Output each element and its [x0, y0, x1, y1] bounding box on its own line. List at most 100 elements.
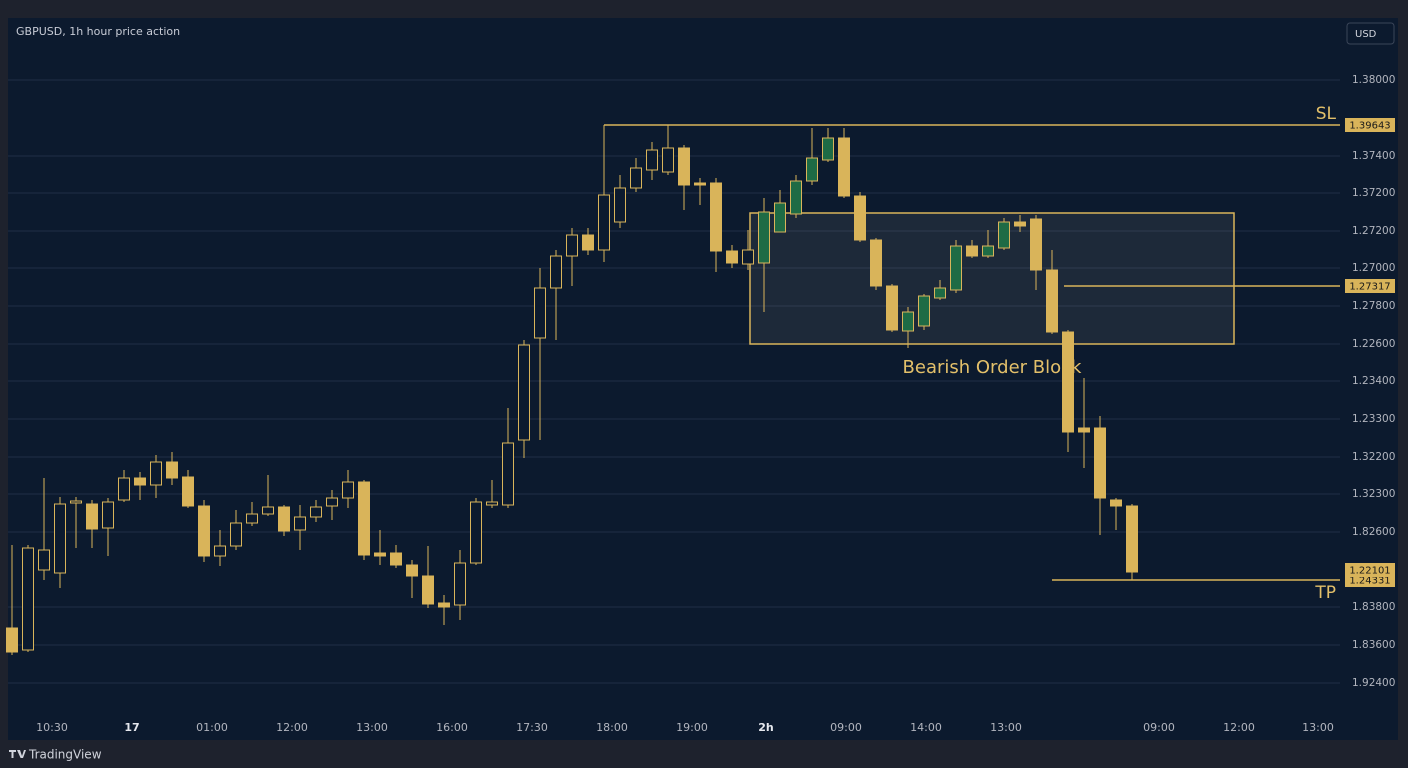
- candle-body: [774, 202, 786, 233]
- price-box-label: 1.22101: [1349, 566, 1390, 577]
- chart-title: GBPUSD, 1h hour price action: [16, 25, 180, 38]
- x-tick-label: 01:00: [196, 721, 228, 734]
- candle-body: [6, 627, 18, 653]
- x-tick-label: 09:00: [1143, 721, 1175, 734]
- candle-body: [694, 182, 706, 186]
- candle-body: [214, 545, 226, 557]
- candle-body: [790, 180, 802, 215]
- candle-body: [710, 182, 722, 252]
- candle-body: [550, 255, 562, 289]
- candle-body: [1078, 427, 1090, 433]
- candle-body: [806, 157, 818, 182]
- level-name: SL: [1316, 104, 1337, 124]
- candle-body: [582, 234, 594, 251]
- candle-body: [598, 194, 610, 251]
- candle-body: [166, 461, 178, 479]
- y-tick-label: 1.82600: [1352, 526, 1395, 538]
- y-tick-label: 1.37400: [1352, 150, 1395, 162]
- candle-body: [870, 239, 882, 287]
- candle-body: [358, 481, 370, 556]
- candle-body: [342, 481, 354, 499]
- candle-body: [454, 562, 466, 606]
- price-box-label: 1.27317: [1349, 282, 1390, 293]
- candle-body: [118, 477, 130, 501]
- order-block-label: Bearish Order Block: [903, 357, 1082, 378]
- price-box: [1345, 563, 1395, 577]
- candle-body: [726, 250, 738, 264]
- candle-body: [1094, 427, 1106, 499]
- y-tick-label: 1.23300: [1352, 413, 1395, 425]
- candle-body: [374, 552, 386, 557]
- price-box: [1345, 279, 1395, 293]
- candle-body: [326, 497, 338, 507]
- y-tick-label: 1.83600: [1352, 639, 1395, 651]
- candle-body: [502, 442, 514, 506]
- candle-body: [246, 513, 258, 524]
- candle-body: [406, 564, 418, 577]
- candle-body: [966, 245, 978, 257]
- candle-body: [534, 287, 546, 339]
- y-tick-label: 1.27800: [1352, 300, 1395, 312]
- y-tick-label: 1.38000: [1352, 74, 1395, 86]
- y-tick-label: 1.37200: [1352, 187, 1395, 199]
- x-tick-label: 17:30: [516, 721, 548, 734]
- x-tick-label: 12:00: [276, 721, 308, 734]
- candle-body: [934, 287, 946, 299]
- candle-body: [1014, 221, 1026, 227]
- x-tick-label: 09:00: [830, 721, 862, 734]
- candle-body: [854, 195, 866, 241]
- candle-body: [230, 522, 242, 547]
- y-tick-label: 1.27200: [1352, 225, 1395, 237]
- candle-body: [646, 149, 658, 171]
- price-box-label: 1.24331: [1349, 576, 1390, 587]
- candle-body: [758, 211, 770, 264]
- candle-body: [22, 547, 34, 651]
- candle-body: [38, 549, 50, 571]
- x-tick-label: 13:00: [1302, 721, 1334, 734]
- candle-body: [886, 285, 898, 331]
- candle-body: [614, 187, 626, 223]
- candle-body: [982, 245, 994, 257]
- candle-body: [518, 344, 530, 441]
- candle-body: [566, 234, 578, 257]
- y-tick-label: 1.23400: [1352, 375, 1395, 387]
- brand-name: TradingView: [28, 748, 102, 762]
- currency-label[interactable]: USD: [1355, 29, 1377, 40]
- y-tick-label: 1.92400: [1352, 677, 1395, 689]
- candle-body: [486, 501, 498, 506]
- x-tick-label: 17: [124, 721, 139, 734]
- x-tick-label: 14:00: [910, 721, 942, 734]
- y-tick-label: 1.32300: [1352, 488, 1395, 500]
- price-box: [1345, 118, 1395, 132]
- candle-body: [998, 221, 1010, 249]
- candle-body: [310, 506, 322, 518]
- candle-body: [134, 477, 146, 486]
- y-tick-label: 1.83800: [1352, 601, 1395, 613]
- x-tick-label: 13:00: [356, 721, 388, 734]
- candle-body: [86, 503, 98, 530]
- brand-logo: [9, 750, 26, 758]
- y-tick-label: 1.22600: [1352, 338, 1395, 350]
- candle-body: [1110, 499, 1122, 507]
- candle-body: [294, 516, 306, 531]
- y-tick-label: 1.32200: [1352, 451, 1395, 463]
- candle-body: [150, 461, 162, 486]
- candle-body: [1062, 331, 1074, 433]
- x-tick-label: 13:00: [990, 721, 1022, 734]
- x-tick-label: 19:00: [676, 721, 708, 734]
- candle-body: [1030, 218, 1042, 271]
- candle-body: [198, 505, 210, 557]
- x-tick-label: 16:00: [436, 721, 468, 734]
- candle-body: [182, 476, 194, 507]
- order-block-zone: [749, 212, 1235, 345]
- candle-body: [262, 506, 274, 515]
- candle-body: [902, 311, 914, 332]
- x-tick-label: 18:00: [596, 721, 628, 734]
- candle-body: [950, 245, 962, 291]
- currency-button[interactable]: [1346, 22, 1395, 45]
- candle-body: [1126, 505, 1138, 573]
- candle-body: [422, 575, 434, 605]
- x-tick-label: 2h: [758, 721, 774, 734]
- candle-body: [54, 503, 66, 574]
